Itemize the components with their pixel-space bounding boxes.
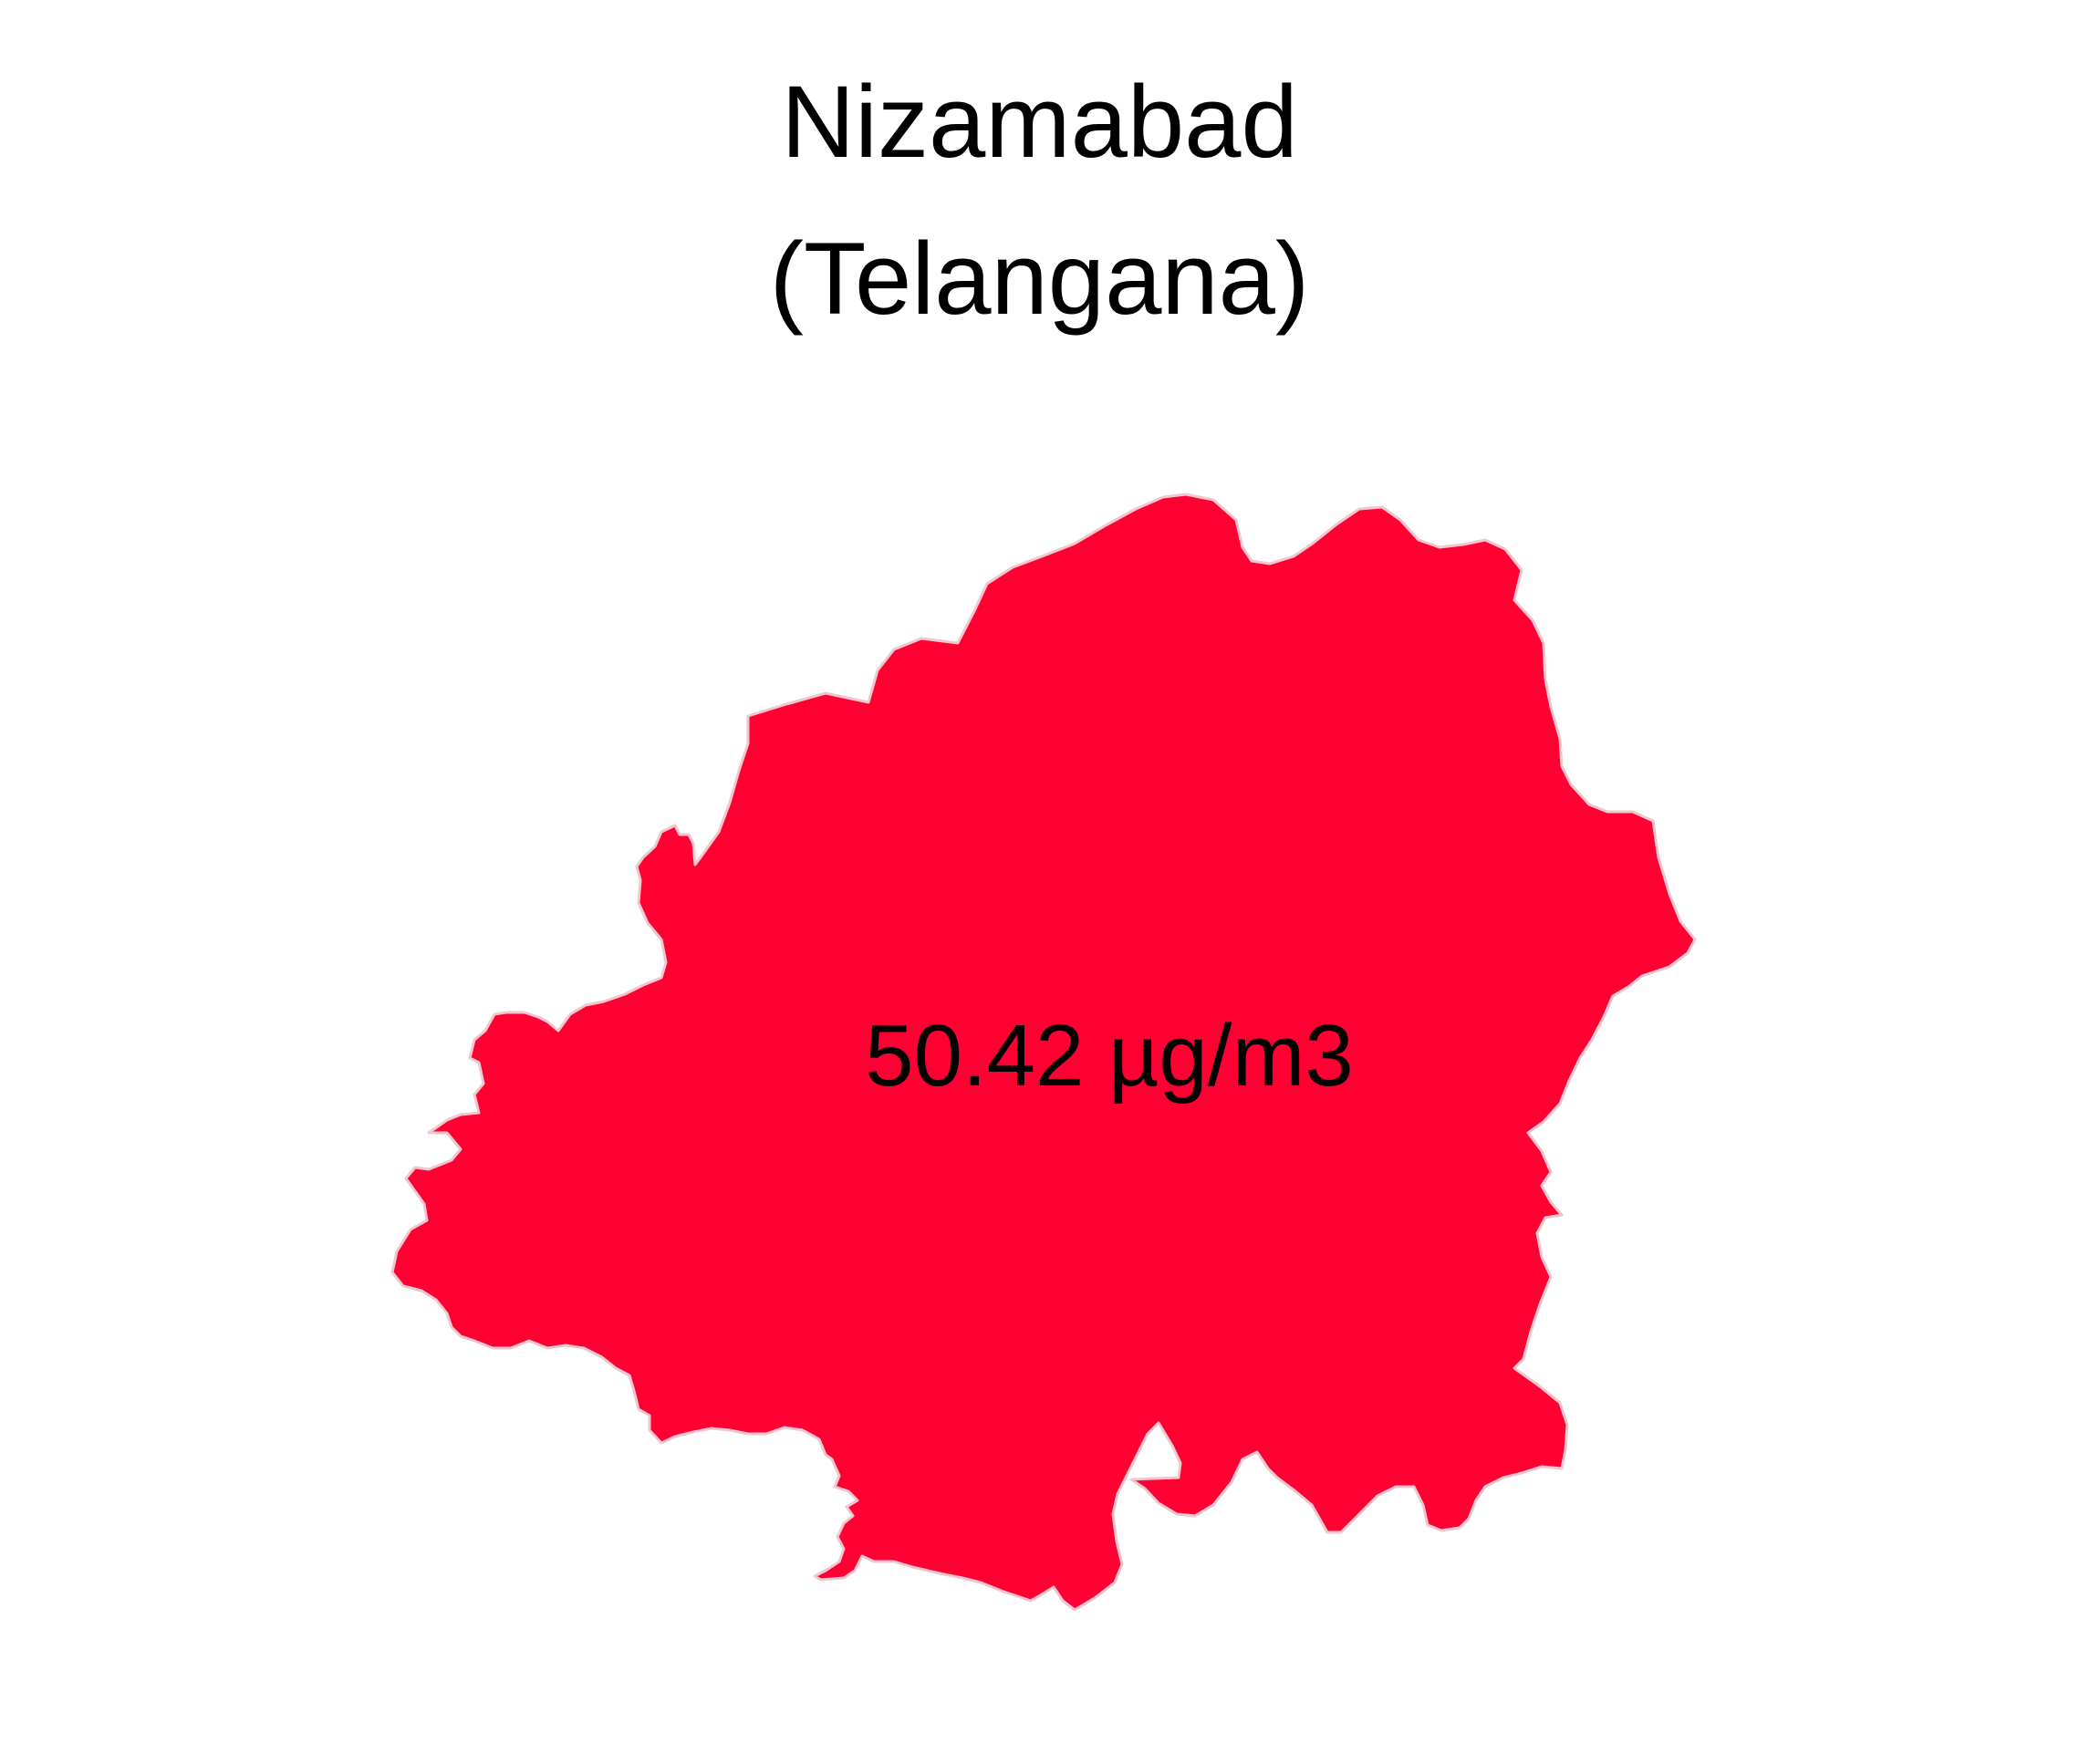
pm-value-label: 50.42 µg/m3 <box>865 1007 1354 1105</box>
map-title-district: Nizamabad <box>781 65 1298 179</box>
district-shape-nizamabad <box>390 493 1697 1612</box>
map-title-state: (Telangana) <box>769 222 1310 336</box>
